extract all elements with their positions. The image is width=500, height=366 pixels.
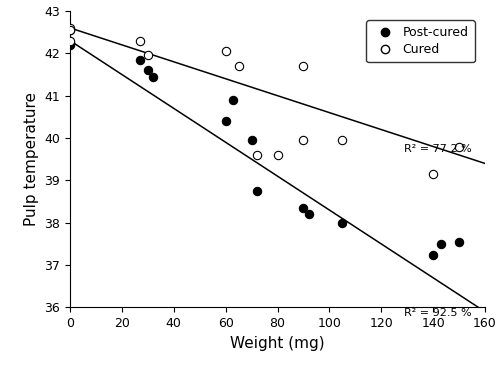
Legend: Post-cured, Cured: Post-cured, Cured	[366, 20, 474, 63]
Point	[144, 67, 152, 73]
Point	[230, 97, 237, 103]
Y-axis label: Pulp temperature: Pulp temperature	[24, 92, 39, 226]
Point	[66, 27, 74, 33]
Point	[66, 38, 74, 44]
Point	[455, 143, 463, 149]
Point	[222, 118, 230, 124]
Point	[300, 205, 308, 211]
Point	[66, 42, 74, 48]
Point	[252, 152, 261, 158]
Point	[437, 241, 445, 247]
Point	[66, 25, 74, 31]
X-axis label: Weight (mg): Weight (mg)	[230, 336, 325, 351]
Point	[338, 137, 346, 143]
Point	[429, 171, 437, 177]
Text: R² = 92.5 %: R² = 92.5 %	[404, 308, 472, 318]
Point	[149, 74, 157, 79]
Point	[248, 137, 256, 143]
Point	[144, 53, 152, 59]
Point	[429, 251, 437, 257]
Point	[234, 63, 242, 69]
Point	[136, 38, 144, 44]
Point	[274, 152, 281, 158]
Point	[66, 27, 74, 33]
Point	[66, 40, 74, 46]
Point	[222, 48, 230, 54]
Point	[300, 63, 308, 69]
Point	[136, 57, 144, 63]
Point	[455, 239, 463, 245]
Point	[304, 211, 312, 217]
Text: R² = 77.2 %: R² = 77.2 %	[404, 144, 472, 154]
Point	[300, 137, 308, 143]
Point	[252, 188, 261, 194]
Point	[338, 220, 346, 226]
